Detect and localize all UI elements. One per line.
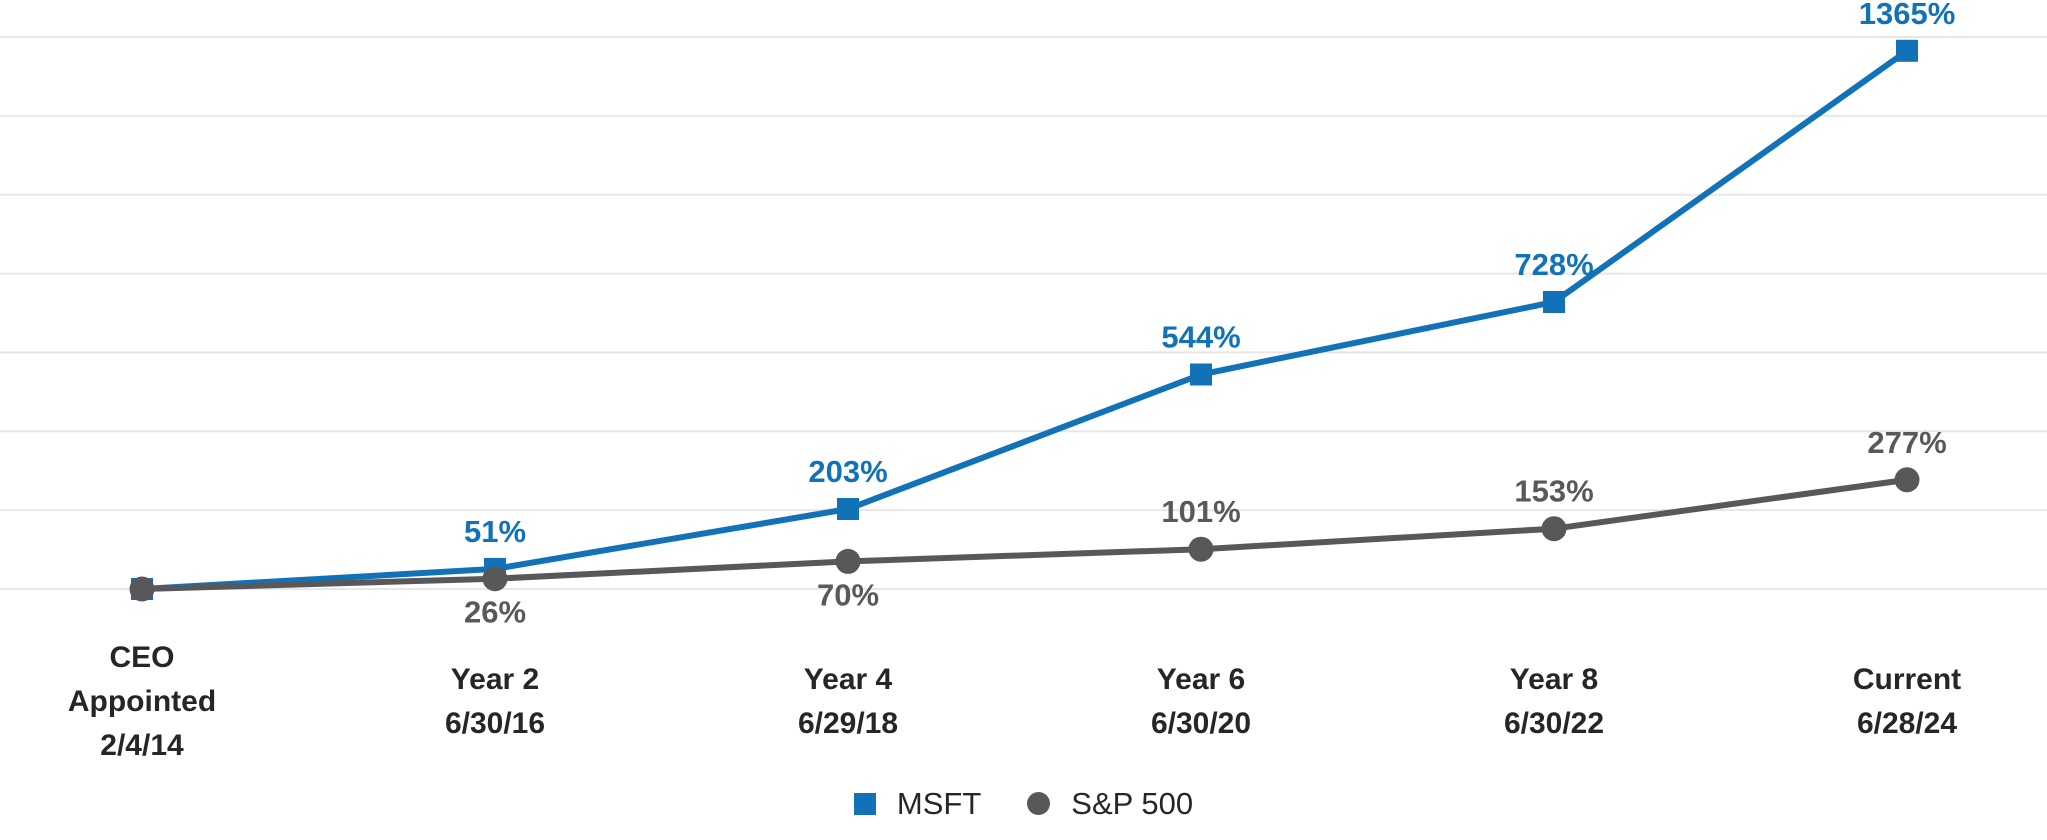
data-point-marker <box>1541 516 1567 542</box>
x-axis-label: Year 4 6/29/18 <box>798 663 898 740</box>
x-axis-label: CEO Appointed 2/4/14 <box>68 641 216 762</box>
data-point-marker <box>1896 39 1918 62</box>
data-point-marker <box>837 498 859 520</box>
data-label: 728% <box>1514 247 1593 282</box>
data-point-marker <box>1190 363 1212 386</box>
data-label: 153% <box>1514 474 1593 509</box>
data-label: 1365% <box>1859 0 1956 31</box>
x-axis-label: Year 6 6/30/20 <box>1151 663 1251 740</box>
legend-item-sp500: S&P 500 <box>1027 788 1193 819</box>
data-label: 544% <box>1161 320 1240 355</box>
series-line <box>139 476 1910 592</box>
x-axis-label: Year 2 6/30/16 <box>445 663 545 740</box>
data-point-marker <box>1894 467 1920 493</box>
data-point-marker <box>482 566 508 592</box>
gridlines <box>0 36 2047 590</box>
x-axis-label: Current 6/28/24 <box>1853 663 1961 740</box>
data-label: 70% <box>817 577 879 612</box>
data-labels: 51% 203% 544% 728% 1365% <box>464 0 1955 549</box>
data-labels: 26% 70% 101% 153% 277% <box>464 425 1947 630</box>
msft-square-marker-icon <box>853 792 876 815</box>
data-label: 26% <box>464 595 526 630</box>
data-point-marker <box>835 548 861 574</box>
x-axis-labels: CEO Appointed 2/4/14 Year 2 6/30/16 Year 4 6/2… <box>68 641 1961 762</box>
data-label: 203% <box>808 454 887 489</box>
data-label: 277% <box>1867 425 1946 460</box>
data-point-marker <box>129 576 155 602</box>
series-line <box>139 47 1910 592</box>
legend-label-sp500: S&P 500 <box>1071 786 1194 821</box>
legend-item-msft: MSFT <box>853 786 982 821</box>
legend-label-msft: MSFT <box>896 786 982 821</box>
series-s-p-500 <box>129 467 1920 602</box>
data-point-marker <box>1543 291 1565 313</box>
chart-legend: MSFT S&P 500 <box>0 788 2047 819</box>
data-point-marker <box>1188 536 1214 562</box>
x-axis-label: Year 8 6/30/22 <box>1504 663 1604 740</box>
data-label: 51% <box>464 514 526 549</box>
sp500-circle-marker-icon <box>1027 792 1051 815</box>
data-label: 101% <box>1161 494 1240 529</box>
